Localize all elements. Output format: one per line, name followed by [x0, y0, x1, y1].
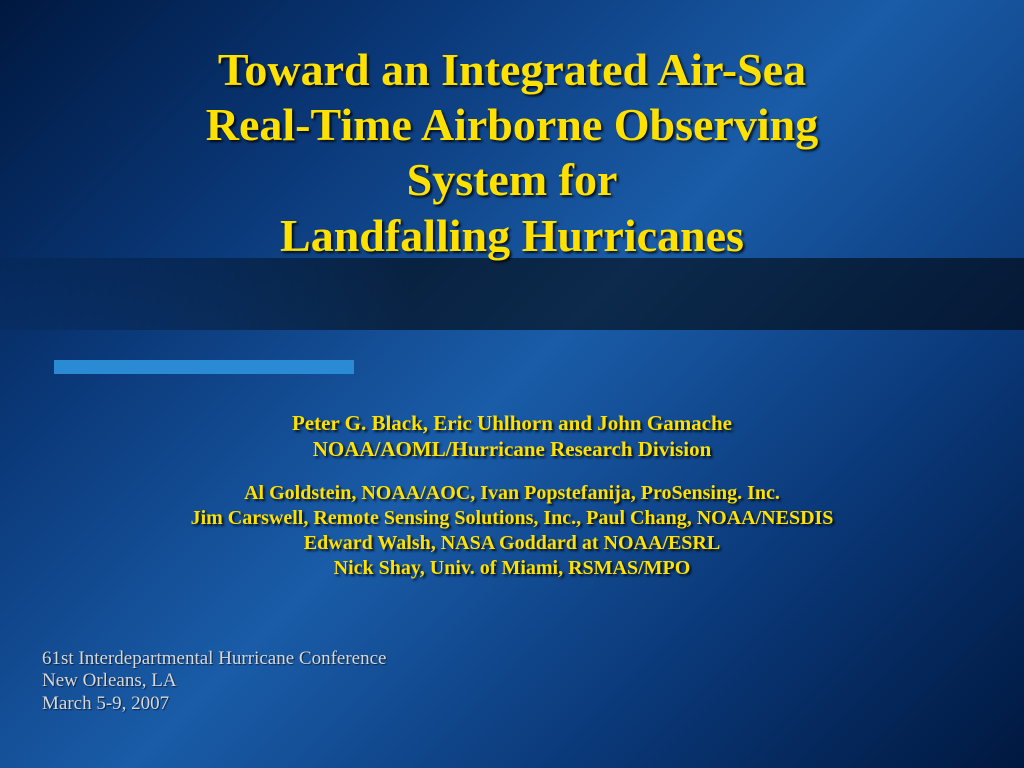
title-line: Toward an Integrated Air-Sea: [60, 42, 964, 97]
author-line: Jim Carswell, Remote Sensing Solutions, …: [0, 506, 1024, 531]
title-line: Landfalling Hurricanes: [60, 208, 964, 263]
title-line: Real-Time Airborne Observing: [60, 97, 964, 152]
slide-footer: 61st Interdepartmental Hurricane Confere…: [42, 648, 386, 716]
author-line: Al Goldstein, NOAA/AOC, Ivan Popstefanij…: [0, 481, 1024, 506]
slide-title: Toward an Integrated Air-Sea Real-Time A…: [0, 42, 1024, 263]
title-line: System for: [60, 152, 964, 207]
authors-block: Peter G. Black, Eric Uhlhorn and John Ga…: [0, 410, 1024, 581]
footer-line: March 5-9, 2007: [42, 693, 386, 716]
author-line: Nick Shay, Univ. of Miami, RSMAS/MPO: [0, 556, 1024, 581]
dark-band: [0, 258, 1024, 330]
footer-line: 61st Interdepartmental Hurricane Confere…: [42, 648, 386, 671]
author-line: NOAA/AOML/Hurricane Research Division: [0, 436, 1024, 462]
footer-line: New Orleans, LA: [42, 670, 386, 693]
accent-bar: [54, 360, 354, 374]
author-line: Peter G. Black, Eric Uhlhorn and John Ga…: [0, 410, 1024, 436]
author-line: Edward Walsh, NASA Goddard at NOAA/ESRL: [0, 531, 1024, 556]
authors-group2: Al Goldstein, NOAA/AOC, Ivan Popstefanij…: [0, 481, 1024, 581]
